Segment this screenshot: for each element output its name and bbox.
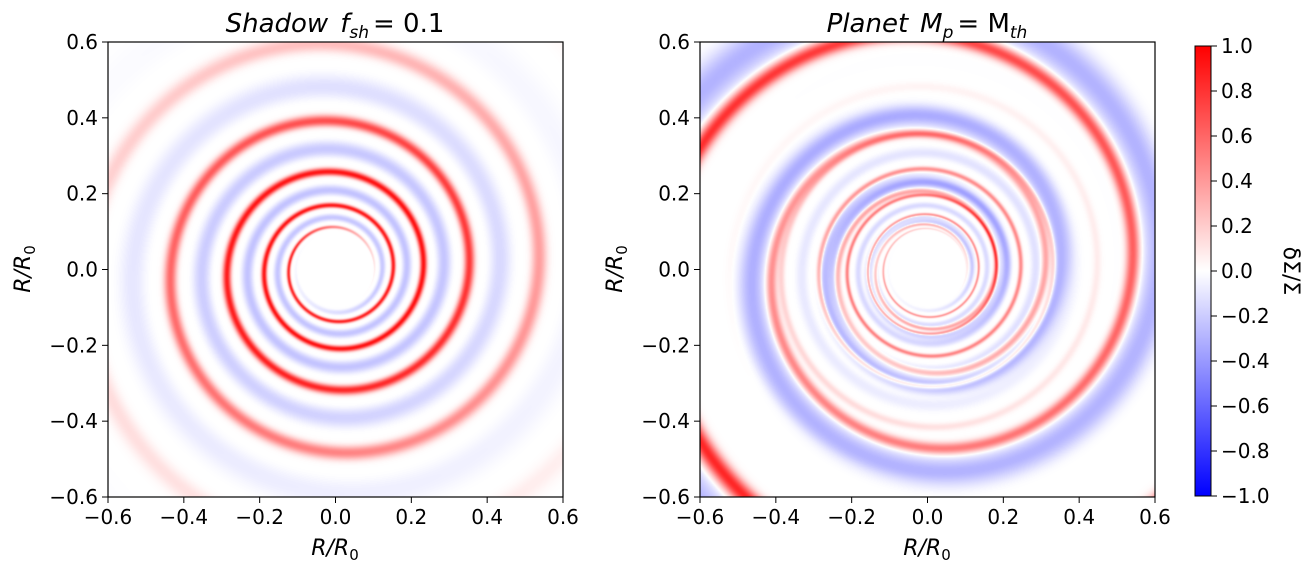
colorbar-tick-label: −0.2 xyxy=(1221,304,1270,328)
colorbar-label: δΣ/Σ xyxy=(1278,247,1303,296)
planet-heatmap xyxy=(700,42,1155,497)
colorbar-tick-label: −0.6 xyxy=(1221,394,1270,418)
x-tick-label: 0.2 xyxy=(395,505,427,529)
shadow-xlabel: R/R0 xyxy=(311,536,359,564)
shadow-heatmap xyxy=(108,42,563,497)
x-tick-label: 0.2 xyxy=(987,505,1019,529)
planet-xlabel: R/R0 xyxy=(903,536,951,564)
x-tick-label: 0.6 xyxy=(547,505,579,529)
y-tick-label: 0.2 xyxy=(658,182,690,206)
colorbar-tick-label: 0.6 xyxy=(1221,124,1253,148)
y-tick-label: 0.0 xyxy=(658,258,690,282)
y-tick-label: 0.6 xyxy=(66,30,98,54)
shadow-ylabel: R/R0 xyxy=(11,245,39,293)
colorbar-tick-label: 0.0 xyxy=(1221,259,1253,283)
shadow-title: Shadow fsh = 0.1 xyxy=(226,9,445,43)
colorbar: 1.0 0.8 0.6 0.4 0.2 0.0 −0.2 −0.4 −0.6 −0.8 −1.0 δ… xyxy=(1194,34,1303,508)
colorbar-tick-label: −0.8 xyxy=(1221,439,1270,463)
y-tick-label: 0.6 xyxy=(658,30,690,54)
y-tick-label: −0.2 xyxy=(641,333,690,357)
x-tick-label: −0.2 xyxy=(235,505,284,529)
shadow-panel: −0.6 −0.4 −0.2 0.0 0.2 0.4 0.6 −0.6 −0.4 −0.2 0.0 0… xyxy=(11,9,579,564)
x-tick-label: −0.6 xyxy=(676,505,725,529)
y-tick-label: 0.0 xyxy=(66,258,98,282)
x-tick-label: 0.6 xyxy=(1139,505,1171,529)
colorbar-tick-label: 0.8 xyxy=(1221,79,1253,103)
colorbar-ticks: 1.0 0.8 0.6 0.4 0.2 0.0 −0.2 −0.4 −0.6 −0.8 −1.0 xyxy=(1211,34,1270,508)
colorbar-gradient xyxy=(1194,45,1212,497)
x-tick-label: 0.0 xyxy=(912,505,944,529)
y-tick-label: −0.6 xyxy=(49,485,98,509)
colorbar-tick-label: −1.0 xyxy=(1221,484,1270,508)
y-tick-label: −0.2 xyxy=(49,333,98,357)
x-tick-label: −0.6 xyxy=(84,505,133,529)
planet-panel: −0.6 −0.4 −0.2 0.0 0.2 0.4 0.6 −0.6 −0.4 −0.2 0.0 0… xyxy=(603,9,1171,564)
planet-title: Planet Mp = Mth xyxy=(827,9,1028,43)
colorbar-tick-label: 0.2 xyxy=(1221,214,1253,238)
colorbar-tick-label: −0.4 xyxy=(1221,349,1270,373)
y-tick-label: −0.4 xyxy=(49,409,98,433)
colorbar-tick-label: 0.4 xyxy=(1221,169,1253,193)
planet-ylabel: R/R0 xyxy=(603,245,631,293)
y-tick-label: 0.4 xyxy=(658,106,690,130)
y-tick-label: 0.2 xyxy=(66,182,98,206)
x-tick-label: −0.2 xyxy=(827,505,876,529)
y-tick-label: 0.4 xyxy=(66,106,98,130)
x-tick-label: −0.4 xyxy=(752,505,801,529)
shadow-ticks: −0.6 −0.4 −0.2 0.0 0.2 0.4 0.6 −0.6 −0.4 −0.2 0.0 0… xyxy=(49,30,578,529)
y-tick-label: −0.6 xyxy=(641,485,690,509)
x-tick-label: 0.4 xyxy=(471,505,503,529)
x-tick-label: 0.4 xyxy=(1063,505,1095,529)
colorbar-tick-label: 1.0 xyxy=(1221,34,1253,58)
x-tick-label: −0.4 xyxy=(160,505,209,529)
planet-ticks: −0.6 −0.4 −0.2 0.0 0.2 0.4 0.6 −0.6 −0.4 −0.2 0.0 0… xyxy=(641,30,1170,529)
y-tick-label: −0.4 xyxy=(641,409,690,433)
x-tick-label: 0.0 xyxy=(320,505,352,529)
